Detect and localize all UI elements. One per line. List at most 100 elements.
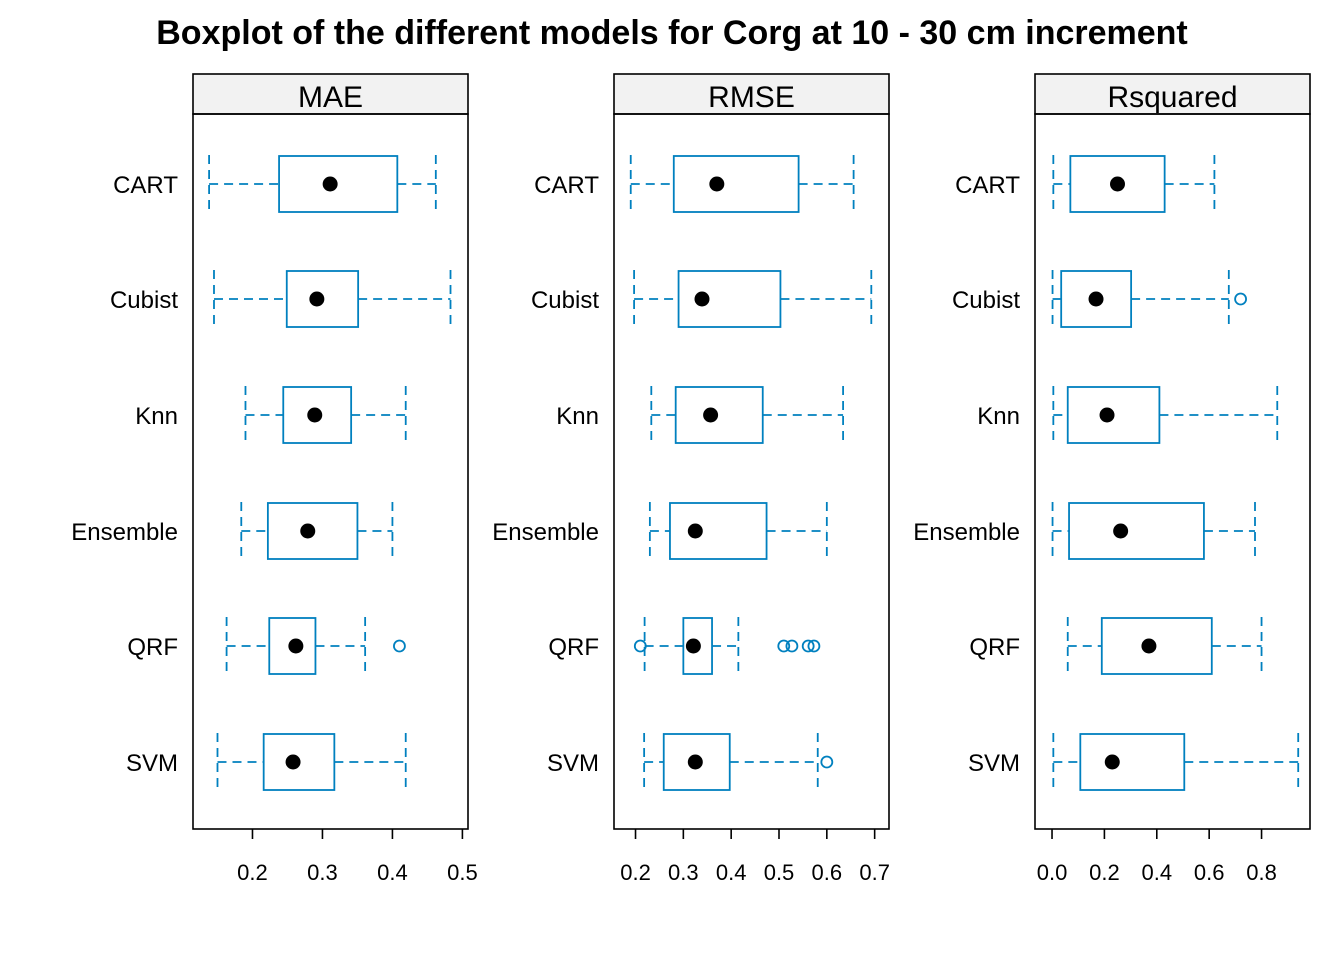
panel-rmse: RMSE CART Cubist Knn Ensemble QRF SVM 0.2 0.3 0.4… [492, 73, 890, 885]
outlier-point-4 [807, 639, 821, 653]
iqr-box [669, 502, 768, 560]
strip-rsquared [1034, 73, 1311, 115]
strip-label-rmse: RMSE [708, 81, 795, 114]
outlier-point-3 [801, 639, 815, 653]
box-rsquared-cubist [1051, 270, 1247, 328]
median-dot [1104, 754, 1120, 770]
median-dot [703, 407, 719, 423]
box-rmse-svm [643, 733, 834, 791]
iqr-box [1068, 502, 1205, 560]
x-tick-label-mae-3: 0.5 [447, 860, 478, 885]
category-label-qrf: QRF [127, 634, 178, 661]
median-dot [1113, 523, 1129, 539]
panels-group: MAE CART Cubist Knn Ensemble QRF SVM 0.2 0.3 0.4 0… [71, 73, 1311, 885]
x-tick-label-rsquared-2: 0.4 [1141, 860, 1172, 885]
box-rmse-ensemble [648, 502, 828, 560]
median-dot [288, 638, 304, 654]
category-label-knn: Knn [977, 403, 1020, 430]
x-tick-label-mae-1: 0.3 [307, 860, 338, 885]
x-tick-label-rsquared-0: 0.0 [1037, 860, 1068, 885]
median-dot [322, 176, 338, 192]
x-tick-label-rsquared-1: 0.2 [1089, 860, 1120, 885]
median-dot [285, 754, 301, 770]
x-tick-label-rmse-0: 0.2 [620, 860, 651, 885]
box-rsquared-cart [1052, 155, 1216, 213]
iqr-box [1060, 270, 1133, 328]
x-tick-label-rsquared-4: 0.8 [1246, 860, 1277, 885]
category-label-cart: CART [534, 172, 599, 199]
category-label-cart: CART [113, 172, 178, 199]
outlier-point-0 [393, 639, 406, 653]
x-tick-label-rmse-2: 0.4 [716, 860, 747, 885]
median-dot [1088, 291, 1104, 307]
plot-frame-rmse [613, 113, 890, 830]
median-dot [1110, 176, 1125, 192]
category-label-svm: SVM [126, 750, 178, 777]
category-label-knn: Knn [556, 403, 599, 430]
iqr-box [1100, 617, 1213, 675]
median-dot [307, 407, 323, 423]
category-label-ensemble: Ensemble [71, 519, 178, 546]
strip-mae [192, 73, 469, 115]
iqr-box [282, 386, 353, 444]
box-mae-qrf [225, 617, 406, 675]
iqr-box [674, 386, 764, 444]
outlier-point-1 [777, 639, 791, 653]
plot-frame-rsquared [1034, 113, 1311, 830]
plot-frame-mae [192, 113, 469, 830]
median-dot [709, 176, 725, 192]
category-label-cubist: Cubist [110, 287, 178, 314]
iqr-box [677, 270, 782, 328]
median-dot [309, 291, 325, 307]
outlier-point-0 [633, 639, 647, 653]
x-tick-label-rmse-4: 0.6 [812, 860, 843, 885]
x-tick-label-rmse-3: 0.5 [764, 860, 795, 885]
box-mae-cubist [213, 270, 452, 328]
outlier-point-0 [820, 755, 834, 769]
panel-mae: MAE CART Cubist Knn Ensemble QRF SVM 0.2 0.3 0.4 0… [71, 73, 478, 885]
x-tick-label-rmse-5: 0.7 [859, 860, 890, 885]
category-label-qrf: QRF [969, 634, 1020, 661]
median-dot [1141, 638, 1157, 654]
category-label-ensemble: Ensemble [492, 519, 599, 546]
category-label-ensemble: Ensemble [913, 519, 1020, 546]
outlier-point-0 [1234, 292, 1247, 306]
box-rmse-qrf [633, 617, 821, 675]
strip-rmse [613, 73, 890, 115]
x-tick-label-rsquared-3: 0.6 [1194, 860, 1225, 885]
box-rsquared-ensemble [1051, 502, 1256, 560]
median-dot [687, 754, 703, 770]
strip-label-mae: MAE [298, 81, 363, 114]
iqr-box [278, 155, 399, 213]
outlier-point-2 [785, 639, 799, 653]
iqr-box [672, 155, 800, 213]
median-dot [685, 638, 701, 654]
chart-title: Boxplot of the different models for Corg… [156, 14, 1188, 52]
box-rmse-cubist [633, 270, 873, 328]
median-dot [694, 291, 710, 307]
iqr-box [662, 733, 731, 791]
x-tick-label-mae-0: 0.2 [237, 860, 268, 885]
iqr-box [266, 502, 359, 560]
panel-rsquared: Rsquared CART Cubist Knn Ensemble QRF SVM 0.0 0.… [913, 73, 1311, 885]
box-rmse-knn [650, 386, 844, 444]
category-label-cart: CART [955, 172, 1020, 199]
median-dot [300, 523, 316, 539]
iqr-box [262, 733, 336, 791]
box-mae-cart [208, 155, 437, 213]
box-mae-knn [244, 386, 407, 444]
box-mae-svm [216, 733, 407, 791]
category-label-qrf: QRF [548, 634, 599, 661]
median-dot [1099, 407, 1115, 423]
iqr-box [1066, 386, 1161, 444]
box-rmse-cart [629, 155, 855, 213]
category-label-knn: Knn [135, 403, 178, 430]
iqr-box [285, 270, 360, 328]
strip-label-rsquared: Rsquared [1107, 81, 1237, 114]
box-rsquared-qrf [1066, 617, 1263, 675]
category-label-svm: SVM [968, 750, 1020, 777]
iqr-box [682, 617, 713, 675]
median-dot [687, 523, 703, 539]
box-mae-ensemble [240, 502, 394, 560]
